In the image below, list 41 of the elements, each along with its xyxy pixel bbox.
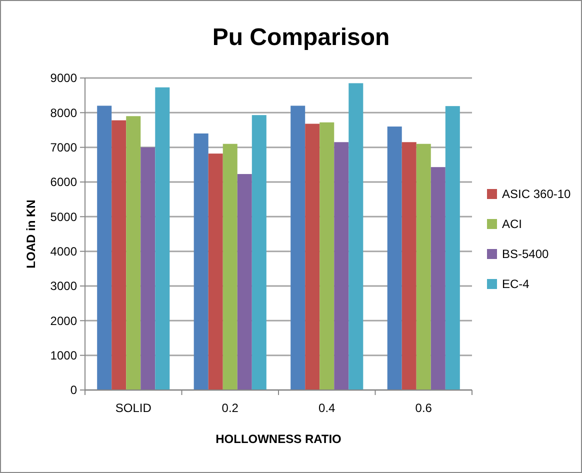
bar: [237, 174, 252, 390]
bar: [416, 144, 431, 390]
x-axis-title: HOLLOWNESS RATIO: [216, 432, 342, 446]
bar: [430, 167, 446, 390]
bar: [290, 106, 306, 390]
bar: [320, 122, 334, 390]
y-tick-label: 3000: [50, 279, 78, 294]
x-tick-label: 0.4: [318, 401, 336, 415]
bar: [140, 147, 156, 390]
bar: [222, 144, 238, 390]
bar: [208, 154, 223, 390]
bar: [387, 126, 402, 390]
legend-label: ACI: [502, 217, 522, 232]
bar: [97, 106, 112, 390]
bar: [194, 133, 208, 390]
bar: [402, 142, 416, 390]
y-tick-label: 2000: [50, 314, 78, 328]
y-tick-label: 7000: [50, 140, 78, 155]
x-tick-label: 0.6: [415, 401, 432, 415]
y-tick-label: 5000: [50, 210, 78, 224]
bar: [334, 142, 349, 390]
bar: [112, 120, 126, 390]
y-axis-title: LOAD in KN: [24, 200, 38, 268]
bar: [126, 116, 141, 390]
y-tick-label: 1000: [50, 348, 78, 363]
bar: [305, 124, 320, 390]
legend-label: BS-5400: [502, 247, 550, 262]
bar: [252, 115, 266, 390]
y-tick-label: 0: [70, 383, 78, 398]
bar: [445, 106, 460, 390]
chart-title: Pu Comparison: [212, 24, 390, 51]
x-tick-label: SOLID: [115, 401, 152, 415]
y-tick-label: 6000: [50, 175, 78, 190]
legend-label: EC-4: [502, 277, 530, 292]
legend-label: ASIC 360-10: [502, 187, 572, 202]
x-tick-label: 0.2: [222, 401, 239, 415]
y-tick-label: 4000: [50, 244, 78, 259]
bar: [348, 83, 364, 390]
y-tick-label: 9000: [50, 71, 78, 86]
bar: [155, 87, 170, 390]
y-tick-label: 8000: [50, 106, 78, 120]
